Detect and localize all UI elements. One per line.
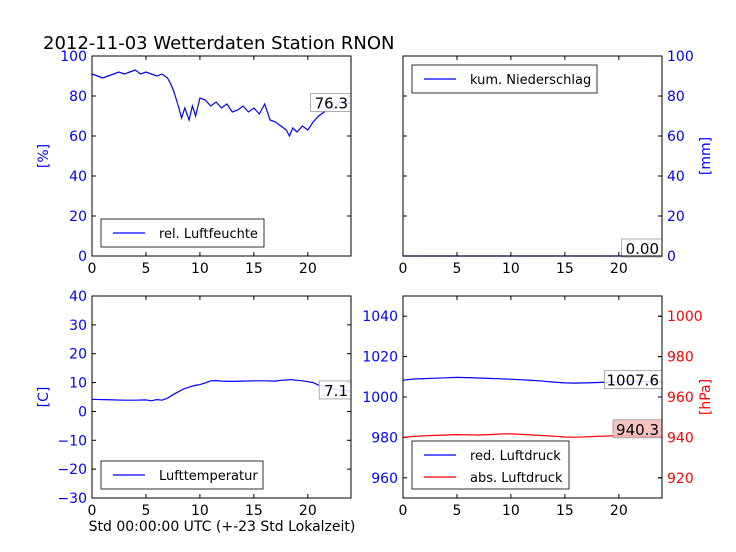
x-tick-label: 20 [610, 503, 628, 519]
figure-title: 2012-11-03 Wetterdaten Station RNON [43, 33, 394, 54]
x-tick-label: 0 [399, 503, 408, 519]
x-tick-label: 15 [556, 261, 574, 277]
legend-label: abs. Luftdruck [470, 471, 563, 486]
x-tick-label: 15 [245, 503, 263, 519]
series-line [91, 379, 352, 402]
y-tick-label: 0 [78, 249, 87, 265]
x-tick-label: 15 [556, 503, 574, 519]
y-tick-label-right: 980 [667, 350, 694, 366]
y-tick-label: 10 [69, 376, 87, 392]
x-tick-label: 10 [191, 261, 209, 277]
x-tick-label: 10 [502, 261, 520, 277]
x-tick-label: 0 [88, 503, 97, 519]
plot-frame [402, 55, 663, 257]
value-label: 940.3 [616, 421, 659, 439]
y-axis-label: [mm] [698, 137, 714, 175]
x-tick-label: 20 [299, 503, 317, 519]
x-tick-label: 5 [141, 261, 150, 277]
x-tick-label: 0 [88, 261, 97, 277]
plot-frame [91, 295, 352, 499]
y-tick-label: 0 [78, 404, 87, 420]
legend-box [411, 440, 570, 490]
y-tick-label: 100 [60, 49, 87, 65]
legend-label: rel. Luftfeuchte [159, 227, 258, 242]
x-axis-label: Std 00:00:00 UTC (+-23 Std Lokalzeit) [89, 519, 356, 535]
panel-humidity: 0 5 10 15 20 0 20 40 60 80 100 [%] 76.3 rel. Luftfeuc… [36, 49, 352, 277]
y-tick-label-right: 940 [667, 430, 694, 446]
x-tick-label: 0 [399, 261, 408, 277]
y-tick-label: 60 [667, 129, 685, 145]
y-tick-label: 40 [667, 169, 685, 185]
series-line [91, 69, 352, 138]
y-tick-label: 960 [371, 471, 398, 487]
y-tick-label: −10 [57, 433, 87, 449]
y-tick-label: 20 [667, 209, 685, 225]
value-label: 1007.6 [607, 372, 660, 390]
panel-pressure: 0 5 10 15 20 960 980 1000 1020 1040 920 940 960 980 10… [362, 295, 714, 519]
x-tick-label: 20 [610, 261, 628, 277]
plot-frame [402, 295, 663, 499]
y-tick-label: −20 [57, 462, 87, 478]
y-tick-label: 20 [69, 347, 87, 363]
plot-frame [91, 55, 352, 257]
value-label: 7.1 [324, 382, 348, 400]
y-tick-label: 1040 [362, 309, 398, 325]
y-axis-label: [%] [36, 144, 52, 168]
y-tick-label: 80 [69, 89, 87, 105]
x-tick-label: 5 [452, 261, 461, 277]
y-axis-label: [hPa] [698, 379, 714, 415]
y-tick-label-right: 920 [667, 471, 694, 487]
x-tick-label: 5 [141, 503, 150, 519]
y-tick-label: 0 [667, 249, 676, 265]
y-tick-label: 980 [371, 430, 398, 446]
x-tick-label: 10 [191, 503, 209, 519]
y-tick-label: 20 [69, 209, 87, 225]
x-tick-label: 5 [452, 503, 461, 519]
y-tick-label: 30 [69, 318, 87, 334]
legend-label: kum. Niederschlag [470, 73, 591, 88]
x-tick-label: 10 [502, 503, 520, 519]
y-tick-label: −30 [57, 491, 87, 507]
y-tick-label: 1020 [362, 350, 398, 366]
y-tick-label: 60 [69, 129, 87, 145]
value-label: 0.00 [626, 240, 659, 258]
x-tick-label: 15 [245, 261, 263, 277]
legend-label: Lufttemperatur [159, 469, 258, 484]
y-tick-label: 40 [69, 289, 87, 305]
y-tick-label-right: 1000 [667, 309, 703, 325]
panel-temperature: 0 5 10 15 20 −30 −20 −10 0 10 20 30 40 [C] 7.1 Lufttemp… [36, 289, 352, 519]
y-tick-label: 100 [667, 49, 694, 65]
legend-label: red. Luftdruck [470, 449, 561, 464]
y-tick-label-right: 960 [667, 390, 694, 406]
value-label: 76.3 [315, 94, 348, 112]
x-tick-label: 20 [299, 261, 317, 277]
y-tick-label: 80 [667, 89, 685, 105]
y-axis-label: [C] [36, 387, 52, 408]
panel-precipitation: 0 5 10 15 20 0 20 40 60 80 100 [mm] 0.00 kum. Nieders… [399, 49, 714, 277]
y-tick-label: 1000 [362, 390, 398, 406]
y-tick-label: 40 [69, 169, 87, 185]
